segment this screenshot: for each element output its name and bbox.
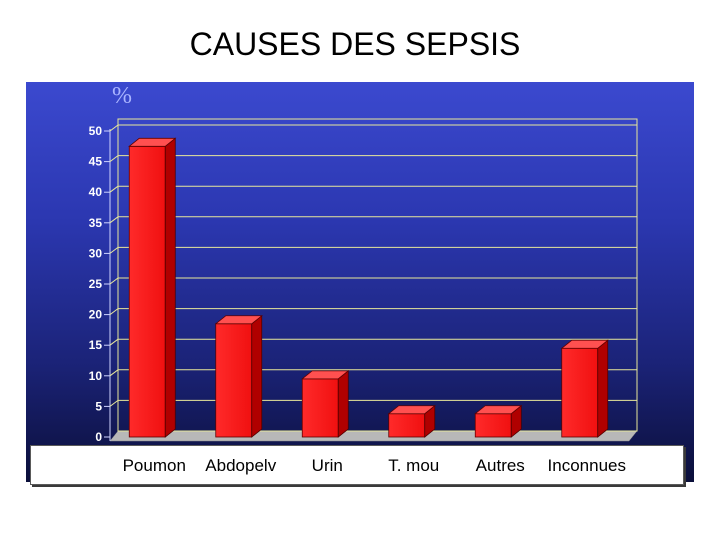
category-label: Abdopelv (205, 456, 277, 475)
bar-inconnues (560, 339, 609, 438)
bar-side (597, 339, 609, 438)
bar-front (388, 413, 426, 438)
bar-top (474, 405, 523, 415)
bar-side (337, 370, 349, 438)
bar-abdopelv (214, 314, 263, 438)
bar-top (214, 315, 263, 325)
category-label: Urin (311, 456, 343, 475)
gridline-depth (109, 216, 119, 224)
bar-poumon (128, 137, 177, 438)
category-label: Inconnues (547, 456, 626, 475)
category-label-strip: Poumon Abdopelv Urin T. mou Autres Inconnues (30, 445, 684, 485)
gridline-depth (109, 155, 119, 163)
y-tick-label: 20 (89, 308, 103, 322)
bar-t-mou (387, 404, 436, 438)
bar-side (251, 314, 263, 438)
plot-floor (109, 430, 638, 442)
bar-top (128, 137, 177, 147)
y-tick-label: 5 (95, 399, 102, 413)
gridline-depth (109, 185, 119, 193)
bar-front (474, 413, 512, 438)
y-tick-labels: 0 5 10 15 20 25 30 35 40 45 50 (89, 124, 103, 444)
y-tick-label: 0 (95, 430, 102, 444)
y-tick-label: 45 (89, 155, 103, 169)
gridline-depth (109, 308, 119, 316)
gridline-depth (109, 277, 119, 285)
category-label: Poumon (122, 456, 186, 475)
bar-front (561, 347, 599, 438)
bar-autres (474, 404, 523, 438)
gridlines (104, 118, 638, 442)
bar-top (301, 370, 350, 380)
bar-side (164, 137, 176, 438)
bar-top (560, 339, 609, 349)
gridline-depth (109, 246, 119, 254)
y-tick-label: 15 (89, 338, 103, 352)
gridline-depth (109, 124, 119, 132)
y-tick-label: 10 (89, 369, 103, 383)
y-tick-label: 40 (89, 185, 103, 199)
bar-top (387, 405, 436, 415)
y-tick-label: 35 (89, 216, 103, 230)
bar-front (128, 145, 166, 438)
gridline-depth (109, 369, 119, 377)
y-tick-label: 25 (89, 277, 103, 291)
chart-title: CAUSES DES SEPSIS (189, 26, 521, 62)
category-label: T. mou (388, 456, 440, 475)
bars (128, 137, 609, 438)
category-label: Autres (475, 456, 525, 475)
gridline-depth (109, 338, 119, 346)
bar-front (215, 323, 253, 438)
bar-front (301, 378, 339, 438)
y-tick-label: 50 (89, 124, 103, 138)
y-tick-label: 30 (89, 246, 103, 260)
bar-urin (301, 370, 350, 438)
gridline-depth (109, 399, 119, 407)
y-axis-label: % (112, 83, 132, 109)
plot-frame (117, 118, 638, 432)
